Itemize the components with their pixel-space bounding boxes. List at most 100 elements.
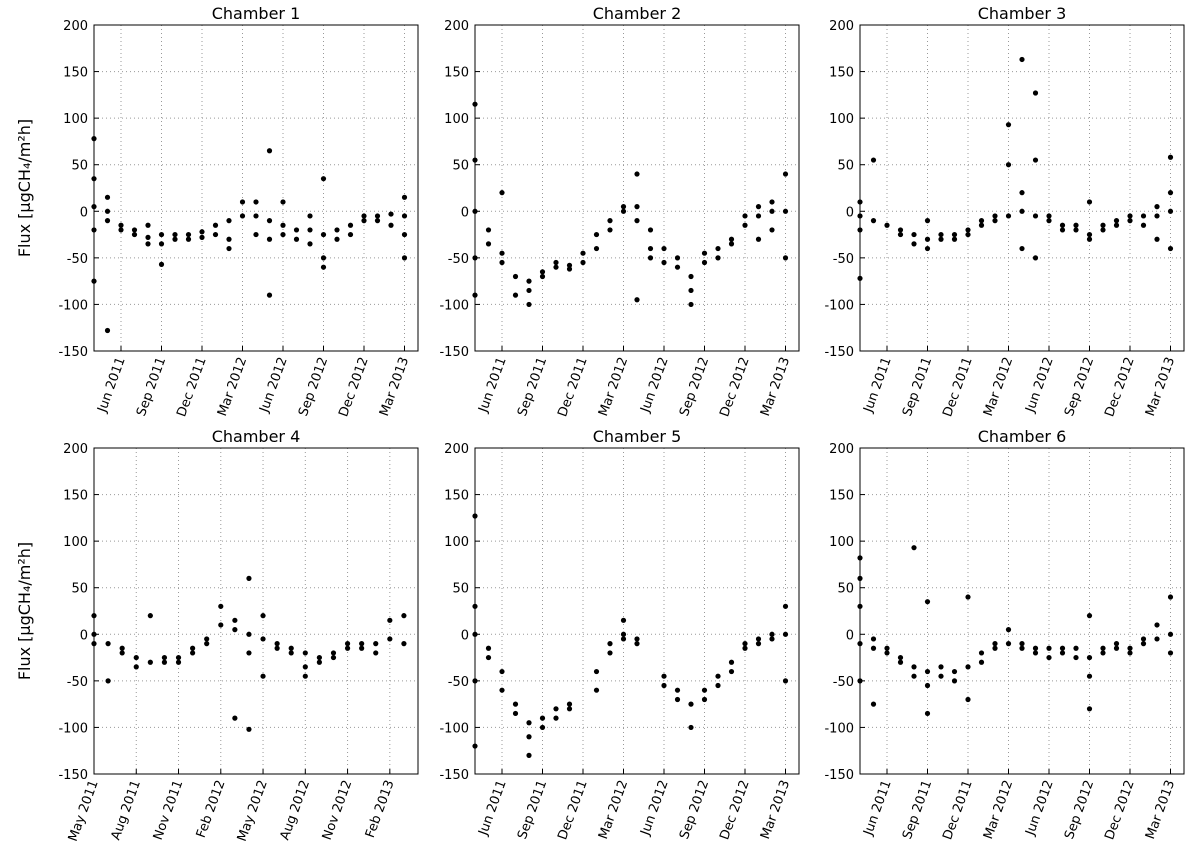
point bbox=[897, 654, 904, 661]
point bbox=[388, 211, 394, 217]
point bbox=[1032, 157, 1039, 163]
y-tick-label: 150 bbox=[63, 66, 88, 81]
point bbox=[158, 241, 165, 247]
point bbox=[246, 575, 252, 582]
point bbox=[634, 171, 640, 177]
point bbox=[246, 631, 252, 637]
y-tick-label: -150 bbox=[58, 345, 88, 360]
point bbox=[199, 229, 205, 235]
y-axis-label: Flux [μgCH₄/m²h] bbox=[15, 542, 34, 680]
x-tick-label: Sep 2012 bbox=[677, 355, 712, 418]
point bbox=[1113, 645, 1120, 651]
point bbox=[782, 678, 789, 684]
x-tick-label: Mar 2012 bbox=[596, 778, 631, 841]
point bbox=[1167, 594, 1174, 600]
point bbox=[175, 659, 182, 665]
point bbox=[1113, 641, 1120, 647]
x-tick-label: Jun 2011 bbox=[476, 355, 510, 415]
point bbox=[965, 696, 971, 703]
point bbox=[978, 659, 985, 665]
point bbox=[782, 171, 789, 177]
point bbox=[1005, 162, 1012, 168]
x-tick-label: Jun 2011 bbox=[476, 778, 510, 838]
point bbox=[118, 222, 124, 228]
point bbox=[266, 292, 273, 298]
point bbox=[307, 227, 313, 233]
point bbox=[485, 227, 492, 233]
x-tick-label: Nov 2012 bbox=[320, 778, 356, 842]
point bbox=[884, 650, 890, 656]
point bbox=[539, 724, 546, 731]
x-tick-label: May 2011 bbox=[66, 778, 102, 843]
point bbox=[742, 222, 748, 228]
panel-title: Chamber 6 bbox=[978, 427, 1067, 446]
point bbox=[1167, 190, 1174, 196]
point bbox=[1086, 199, 1093, 205]
point bbox=[701, 687, 708, 693]
point bbox=[634, 636, 640, 642]
y-tick-label: -100 bbox=[439, 298, 469, 313]
point bbox=[951, 668, 958, 675]
x-tick-label: Dec 2012 bbox=[1102, 355, 1137, 419]
point bbox=[347, 231, 354, 238]
point bbox=[266, 218, 273, 224]
y-tick-label: -50 bbox=[67, 675, 88, 690]
point bbox=[924, 668, 931, 675]
point bbox=[1032, 650, 1039, 656]
point bbox=[1059, 222, 1066, 228]
y-tick-label: 200 bbox=[444, 19, 469, 34]
y-tick-label: 50 bbox=[452, 159, 469, 174]
point bbox=[472, 678, 478, 684]
point bbox=[485, 645, 492, 651]
point bbox=[951, 231, 958, 238]
x-tick-label: Jun 2012 bbox=[1023, 355, 1057, 415]
point bbox=[688, 287, 694, 294]
x-tick-label: Sep 2012 bbox=[296, 355, 331, 418]
point bbox=[133, 654, 139, 661]
point bbox=[728, 659, 735, 665]
point bbox=[661, 259, 667, 266]
point bbox=[472, 603, 478, 609]
point bbox=[1086, 231, 1093, 238]
point bbox=[593, 668, 600, 675]
y-tick-label: -100 bbox=[439, 721, 469, 736]
y-tick-label: 0 bbox=[461, 205, 469, 220]
point bbox=[1019, 641, 1025, 647]
point bbox=[499, 687, 505, 693]
point bbox=[91, 641, 97, 647]
point bbox=[978, 650, 985, 656]
point bbox=[239, 199, 246, 205]
x-tick-label: Aug 2011 bbox=[109, 778, 145, 842]
point bbox=[280, 231, 286, 238]
point bbox=[131, 227, 138, 233]
panel-title: Chamber 4 bbox=[212, 427, 301, 446]
point bbox=[512, 710, 519, 717]
y-tick-label: 100 bbox=[63, 112, 88, 127]
point bbox=[1073, 222, 1079, 228]
point bbox=[133, 664, 139, 670]
point bbox=[661, 682, 667, 689]
point bbox=[715, 673, 721, 679]
point bbox=[1019, 208, 1025, 214]
point bbox=[884, 222, 890, 228]
point bbox=[274, 645, 280, 651]
point bbox=[212, 222, 219, 228]
point bbox=[769, 636, 775, 642]
point bbox=[951, 678, 958, 684]
point bbox=[91, 204, 97, 210]
point bbox=[512, 701, 519, 707]
point bbox=[526, 734, 532, 740]
point bbox=[742, 641, 748, 647]
y-tick-label: 200 bbox=[444, 442, 469, 457]
point bbox=[715, 255, 721, 261]
point bbox=[742, 213, 748, 219]
point bbox=[897, 231, 904, 238]
point bbox=[607, 641, 613, 647]
point bbox=[553, 259, 559, 266]
x-tick-label: Nov 2011 bbox=[151, 778, 187, 842]
point bbox=[607, 650, 613, 656]
point bbox=[688, 701, 694, 707]
y-tick-label: 50 bbox=[837, 582, 854, 597]
point bbox=[992, 213, 998, 219]
point bbox=[755, 236, 762, 242]
